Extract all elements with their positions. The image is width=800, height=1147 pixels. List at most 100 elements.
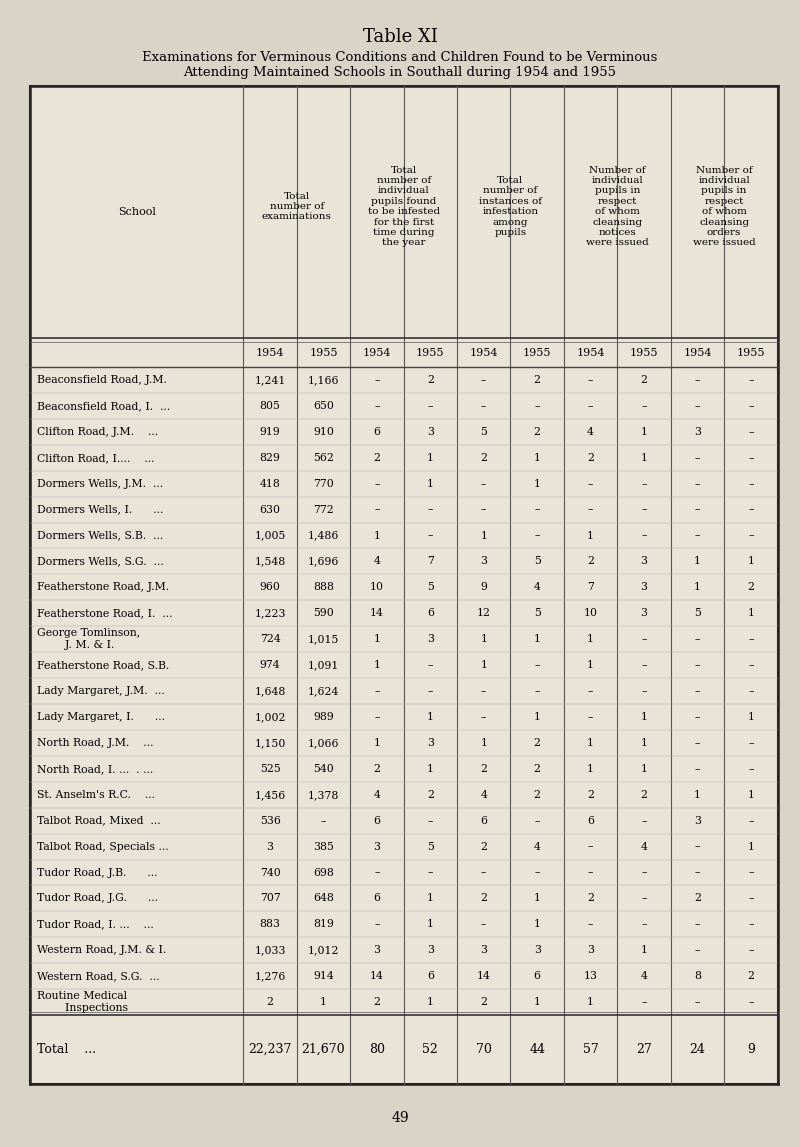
Text: 1,241: 1,241	[254, 375, 286, 385]
Text: –: –	[748, 478, 754, 489]
Text: 1: 1	[747, 842, 754, 851]
Text: –: –	[534, 531, 540, 540]
Text: 13: 13	[584, 972, 598, 981]
Text: Tudor Road, J.G.      ...: Tudor Road, J.G. ...	[37, 894, 158, 904]
Text: 1,486: 1,486	[308, 531, 339, 540]
Text: –: –	[694, 453, 700, 462]
Text: 1: 1	[480, 738, 487, 748]
Text: 525: 525	[260, 764, 281, 774]
Text: –: –	[748, 738, 754, 748]
Text: 1: 1	[374, 738, 381, 748]
Text: 4: 4	[480, 790, 487, 799]
Text: 4: 4	[534, 842, 541, 851]
Text: Total
number of
instances of
infestation
among
pupils: Total number of instances of infestation…	[479, 175, 542, 237]
Text: 2: 2	[747, 583, 754, 592]
Text: 2: 2	[374, 453, 381, 462]
Text: 49: 49	[391, 1111, 409, 1125]
Text: –: –	[694, 401, 700, 411]
Text: –: –	[374, 375, 380, 385]
Text: 2: 2	[534, 427, 541, 437]
Text: 1: 1	[427, 920, 434, 929]
Text: 1: 1	[641, 427, 647, 437]
Text: –: –	[374, 505, 380, 515]
Text: –: –	[588, 712, 594, 721]
Text: 562: 562	[313, 453, 334, 462]
Text: Beaconsfield Road, I.  ...: Beaconsfield Road, I. ...	[37, 401, 170, 411]
Text: 1: 1	[427, 712, 434, 721]
Text: –: –	[694, 842, 700, 851]
Text: 3: 3	[641, 556, 647, 567]
Text: 1955: 1955	[523, 348, 551, 358]
Text: –: –	[642, 661, 646, 670]
Text: 1: 1	[641, 945, 647, 955]
Text: –: –	[694, 634, 700, 645]
Text: –: –	[642, 686, 646, 696]
Text: –: –	[748, 661, 754, 670]
Text: 5: 5	[534, 556, 541, 567]
Text: Featherstone Road, I.  ...: Featherstone Road, I. ...	[37, 608, 172, 618]
Text: 805: 805	[260, 401, 281, 411]
Text: –: –	[588, 401, 594, 411]
Text: –: –	[427, 867, 433, 877]
Text: 2: 2	[427, 790, 434, 799]
Text: 1955: 1955	[310, 348, 338, 358]
Text: 14: 14	[370, 608, 384, 618]
Text: 888: 888	[313, 583, 334, 592]
Text: 2: 2	[534, 764, 541, 774]
Text: 919: 919	[260, 427, 281, 437]
Text: –: –	[481, 712, 486, 721]
Text: 418: 418	[260, 478, 281, 489]
Text: 2: 2	[641, 375, 647, 385]
Text: –: –	[694, 531, 700, 540]
Text: –: –	[427, 686, 433, 696]
Text: 914: 914	[313, 972, 334, 981]
Text: 1: 1	[747, 790, 754, 799]
Text: –: –	[534, 867, 540, 877]
Text: Beaconsfield Road, J.M.: Beaconsfield Road, J.M.	[37, 375, 166, 385]
Text: –: –	[694, 738, 700, 748]
Text: Examinations for Verminous Conditions and Children Found to be Verminous: Examinations for Verminous Conditions an…	[142, 50, 658, 64]
Text: 1: 1	[694, 583, 701, 592]
Text: Talbot Road, Mixed  ...: Talbot Road, Mixed ...	[37, 816, 161, 826]
Text: 1,223: 1,223	[254, 608, 286, 618]
Text: –: –	[534, 505, 540, 515]
Text: Attending Maintained Schools in Southall during 1954 and 1955: Attending Maintained Schools in Southall…	[183, 65, 617, 79]
Text: 1: 1	[480, 634, 487, 645]
Text: 1: 1	[427, 453, 434, 462]
Text: 2: 2	[587, 894, 594, 904]
Text: 1: 1	[534, 997, 541, 1007]
Text: 52: 52	[422, 1043, 438, 1056]
Text: –: –	[694, 945, 700, 955]
Text: –: –	[427, 816, 433, 826]
Text: 9: 9	[747, 1043, 755, 1056]
Text: 1: 1	[374, 634, 381, 645]
Text: 8: 8	[694, 972, 701, 981]
Text: 3: 3	[427, 427, 434, 437]
Text: School: School	[118, 208, 156, 217]
Bar	[30, 86, 778, 1084]
Text: 2: 2	[747, 972, 754, 981]
Text: 4: 4	[587, 427, 594, 437]
Text: 2: 2	[587, 453, 594, 462]
Text: –: –	[588, 686, 594, 696]
Text: 1: 1	[694, 556, 701, 567]
Text: 3: 3	[480, 945, 487, 955]
Text: 4: 4	[374, 790, 380, 799]
Text: 772: 772	[313, 505, 334, 515]
Text: –: –	[748, 505, 754, 515]
Text: –: –	[642, 997, 646, 1007]
Text: 770: 770	[313, 478, 334, 489]
Text: –: –	[588, 842, 594, 851]
Text: 6: 6	[534, 972, 541, 981]
Text: 6: 6	[374, 427, 381, 437]
Text: Dormers Wells, I.      ...: Dormers Wells, I. ...	[37, 505, 163, 515]
Text: –: –	[748, 997, 754, 1007]
Text: 2: 2	[534, 790, 541, 799]
Text: Number of
individual
pupils in
respect
of whom
cleansing
orders
were issued: Number of individual pupils in respect o…	[693, 165, 755, 248]
Text: –: –	[481, 401, 486, 411]
Text: 6: 6	[374, 816, 381, 826]
Text: 4: 4	[641, 842, 647, 851]
Text: –: –	[481, 686, 486, 696]
Text: –: –	[534, 816, 540, 826]
Text: 1,066: 1,066	[308, 738, 339, 748]
